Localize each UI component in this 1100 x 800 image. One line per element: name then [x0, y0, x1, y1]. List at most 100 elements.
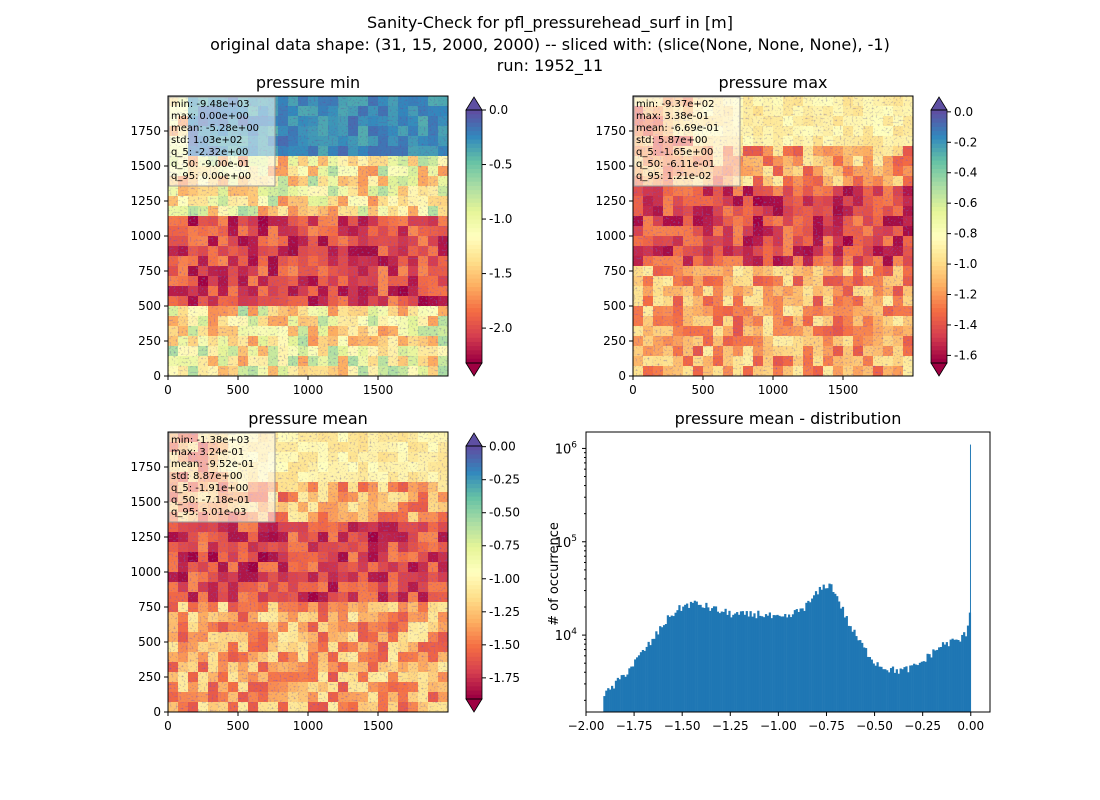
colorbar-segment — [466, 266, 482, 271]
heatmap-cell — [388, 306, 399, 317]
heatmap-cell — [348, 442, 359, 453]
heatmap-cell — [438, 462, 449, 473]
heatmap-cell — [318, 176, 329, 187]
heatmap-cell — [288, 542, 299, 553]
heatmap-cell — [188, 316, 199, 327]
heatmap-cell — [338, 126, 349, 137]
heatmap-cell — [338, 472, 349, 483]
heatmap-cell — [378, 462, 389, 473]
heatmap-cell — [168, 702, 179, 713]
heatmap-cell — [723, 186, 734, 197]
heatmap-cell — [208, 612, 219, 623]
heatmap-cell — [408, 366, 419, 377]
heatmap-cell — [388, 126, 399, 137]
heatmap-cell — [803, 276, 814, 287]
histogram-bar — [632, 666, 635, 712]
colorbar-segment — [466, 160, 482, 166]
heatmap-cell — [408, 106, 419, 117]
heatmap-cell — [438, 96, 449, 107]
heatmap-cell — [713, 286, 724, 297]
heatmap-cell — [438, 532, 449, 543]
colorbar-tick-label: -0.8 — [954, 227, 977, 241]
heatmap-cell — [268, 186, 279, 197]
heatmap-cell — [418, 642, 429, 653]
heatmap-cell — [428, 166, 439, 177]
heatmap-cell — [228, 682, 239, 693]
heatmap-cell — [348, 602, 359, 613]
heatmap-cell — [773, 366, 784, 377]
heatmap-cell — [348, 226, 359, 237]
heatmap-cell — [793, 336, 804, 347]
heatmap-cell — [663, 276, 674, 287]
heatmap-cell — [188, 552, 199, 563]
heatmap-cell — [803, 146, 814, 157]
heatmap-cell — [358, 662, 369, 673]
heatmap-cell — [418, 156, 429, 167]
heatmap-cell — [418, 126, 429, 137]
heatmap-cell — [348, 236, 359, 247]
heatmap-cell — [248, 592, 259, 603]
heatmap-cell — [318, 692, 329, 703]
heatmap-cell — [368, 286, 379, 297]
heatmap-cell — [328, 582, 339, 593]
heatmap-cell — [268, 562, 279, 573]
heatmap-cell — [378, 136, 389, 147]
heatmap-cell — [368, 492, 379, 503]
heatmap-cell — [408, 592, 419, 603]
histogram-bar — [714, 606, 718, 712]
colorbar-segment — [466, 291, 482, 297]
heatmap-cell — [418, 672, 429, 683]
heatmap-cell — [268, 632, 279, 643]
heatmap-cell — [773, 146, 784, 157]
heatmap-cell — [673, 216, 684, 227]
heatmap-cell — [348, 542, 359, 553]
heatmap-cell — [418, 96, 429, 107]
heatmap-cell — [198, 622, 209, 633]
heatmap-cell — [723, 236, 734, 247]
heatmap-cell — [318, 126, 329, 137]
heatmap-cell — [633, 296, 644, 307]
colorbar-segment — [466, 610, 482, 616]
histogram-bar — [851, 631, 854, 712]
heatmap-cell — [753, 336, 764, 347]
heatmap-cell — [713, 276, 724, 287]
heatmap-cell — [338, 602, 349, 613]
heatmap-cell — [408, 642, 419, 653]
heatmap-cell — [653, 286, 664, 297]
colorbar-segment — [466, 354, 482, 360]
heatmap-cell — [833, 146, 844, 157]
heatmap-cell — [783, 256, 794, 267]
colorbar-segment — [931, 131, 947, 136]
heatmap-cell — [318, 236, 329, 247]
heatmap-cell — [388, 176, 399, 187]
heatmap-cell — [248, 196, 259, 207]
heatmap-cell — [683, 366, 694, 377]
heatmap-cell — [388, 196, 399, 207]
heatmap-cell — [398, 146, 409, 157]
heatmap-cell — [178, 246, 189, 257]
heatmap-cell — [703, 236, 714, 247]
heatmap-cell — [653, 316, 664, 327]
heatmap-cell — [228, 346, 239, 357]
heatmap-cell — [218, 286, 229, 297]
heatmap-cell — [438, 116, 449, 127]
heatmap-cell — [438, 366, 449, 377]
heatmap-cell — [318, 552, 329, 563]
heatmap-cell — [883, 106, 894, 117]
heatmap-cell — [743, 326, 754, 337]
heatmap-cell — [743, 316, 754, 327]
heatmap-cell — [358, 512, 369, 523]
heatmap-cell — [218, 572, 229, 583]
heatmap-cell — [428, 492, 439, 503]
heatmap-cell — [763, 96, 774, 107]
colorbar-segment — [466, 122, 482, 128]
heatmap-cell — [733, 296, 744, 307]
heatmap-cell — [268, 296, 279, 307]
heatmap-cell — [168, 562, 179, 573]
heatmap-cell — [663, 246, 674, 257]
heatmap-cell — [428, 96, 439, 107]
heatmap-cell — [268, 216, 279, 227]
y-tick-label: 1500 — [130, 159, 161, 173]
heatmap-cell — [713, 356, 724, 367]
heatmap-cell — [418, 632, 429, 643]
